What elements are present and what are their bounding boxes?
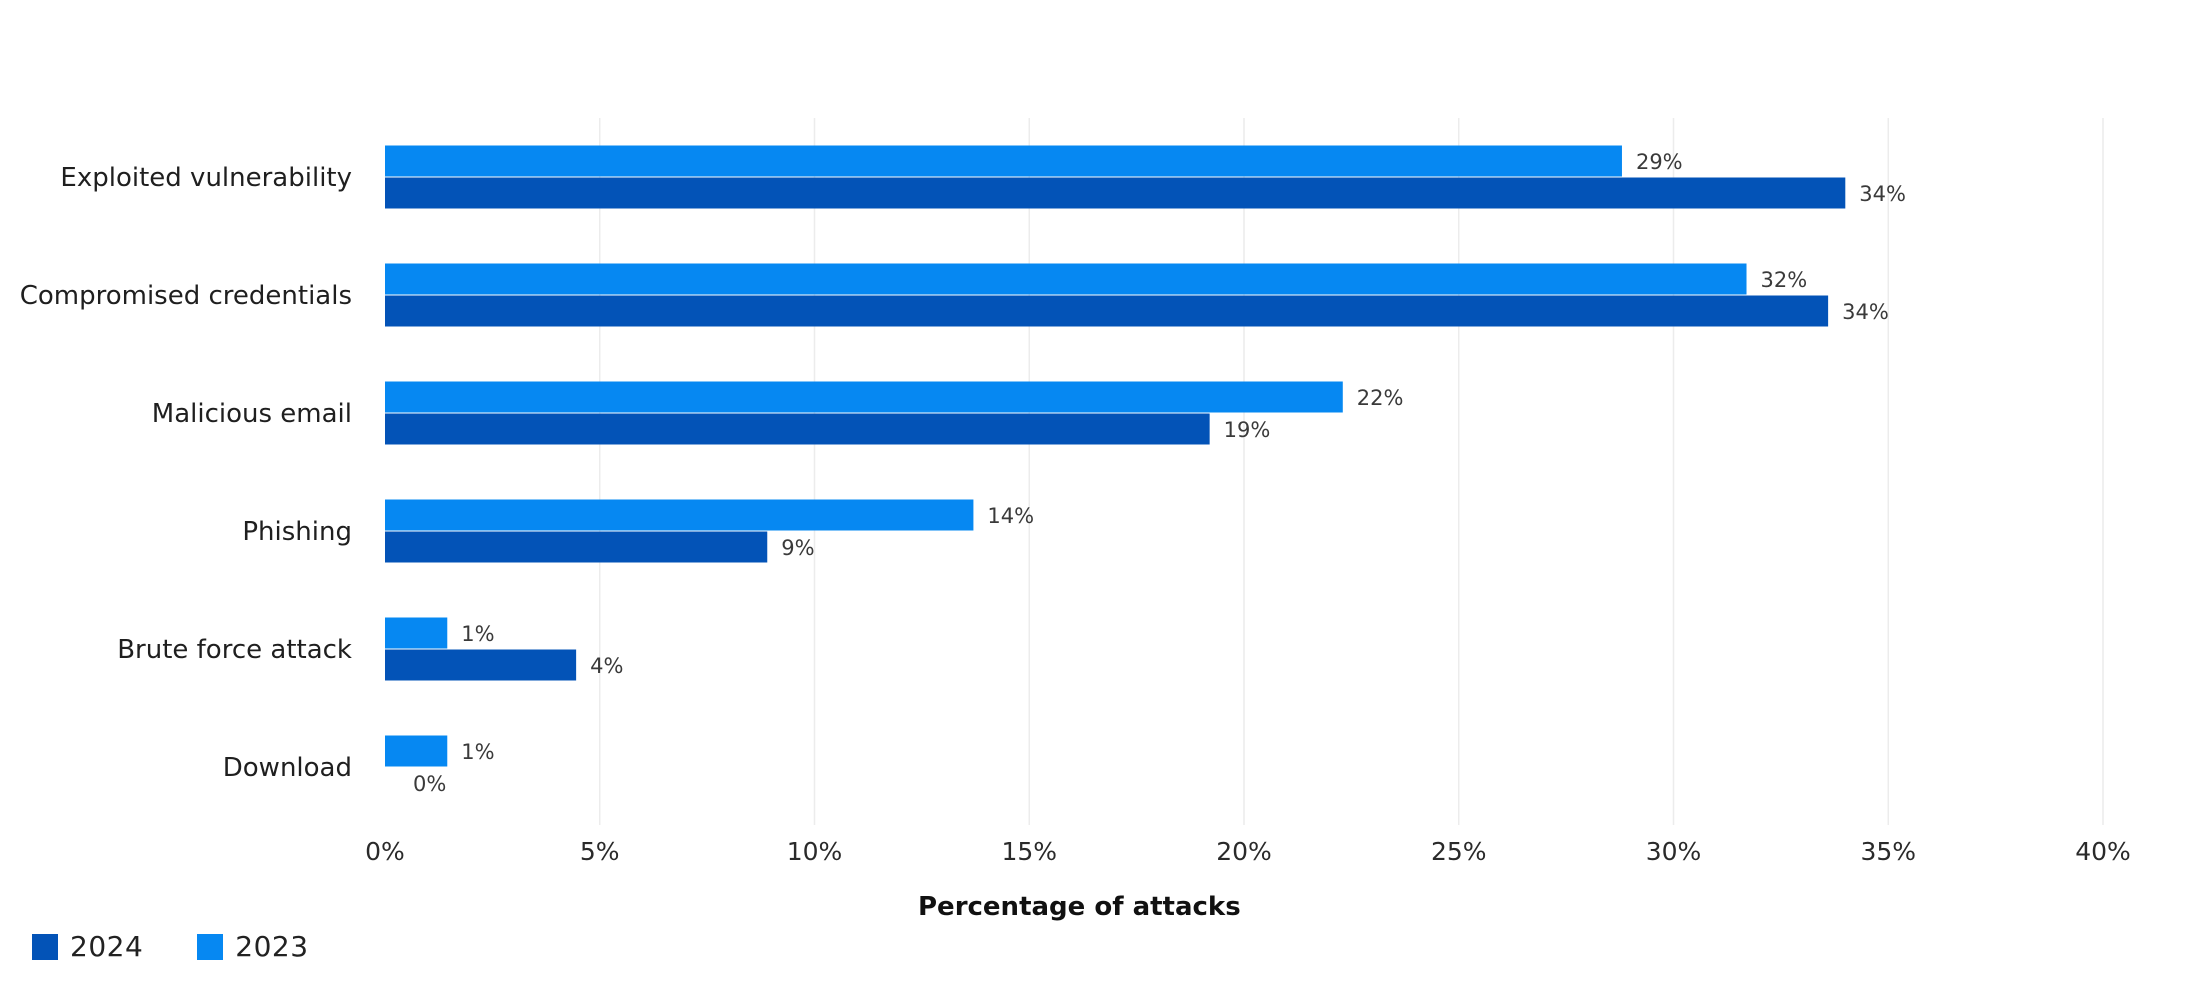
category-label: Brute force attack (117, 635, 352, 665)
bar-2023[interactable] (385, 263, 1747, 295)
bar-2024[interactable] (385, 413, 1210, 445)
data-label-2023: 32% (1761, 268, 1808, 292)
legend-label-2024: 2024 (70, 930, 144, 963)
category-label: Malicious email (152, 399, 352, 429)
bar-2023[interactable] (385, 735, 448, 767)
x-tick-labels: 0% 5% 10% 15% 20% 25% 30% 35% 40% (365, 837, 2131, 866)
data-label-2023: 22% (1357, 386, 1404, 410)
x-axis-title: Percentage of attacks (918, 892, 1241, 922)
legend: 2024 2023 (32, 930, 309, 963)
data-labels: 29% 34% 32% 34% 22% 19% 14% 9% 1% 4% 1% 0% (413, 150, 1906, 796)
gridlines (599, 118, 2104, 825)
category-labels: Exploited vulnerability Compromised crede… (20, 163, 352, 783)
legend-item-2024[interactable]: 2024 (32, 930, 143, 963)
data-label-2024: 0% (413, 772, 446, 796)
legend-item-2023[interactable]: 2023 (197, 930, 308, 963)
legend-swatch-2024 (32, 933, 58, 960)
x-tick-label: 15% (1001, 837, 1057, 866)
x-tick-label: 40% (2075, 837, 2131, 866)
bar-2023[interactable] (385, 617, 448, 649)
data-label-2023: 1% (461, 740, 494, 764)
category-label: Compromised credentials (20, 281, 352, 311)
data-label-2023: 1% (461, 622, 494, 646)
legend-label-2023: 2023 (235, 930, 309, 963)
x-tick-label: 25% (1431, 837, 1487, 866)
legend-swatch-2023 (197, 933, 224, 960)
category-label: Exploited vulnerability (60, 163, 352, 193)
data-label-2023: 29% (1636, 150, 1683, 174)
x-tick-label: 30% (1646, 837, 1702, 866)
category-label: Phishing (242, 517, 352, 547)
data-label-2024: 34% (1859, 182, 1906, 206)
data-label-2023: 14% (987, 504, 1034, 528)
bar-2024[interactable] (385, 177, 1846, 209)
bar-2024[interactable] (385, 531, 768, 563)
bars (385, 145, 1846, 767)
x-tick-label: 5% (580, 837, 620, 866)
bar-2023[interactable] (385, 499, 974, 531)
data-label-2024: 4% (590, 654, 623, 678)
data-label-2024: 19% (1224, 418, 1271, 442)
x-tick-label: 20% (1216, 837, 1272, 866)
bar-2023[interactable] (385, 145, 1622, 177)
data-label-2024: 34% (1842, 300, 1889, 324)
category-label: Download (223, 753, 352, 783)
bar-2023[interactable] (385, 381, 1343, 413)
bar-2024[interactable] (385, 295, 1829, 327)
x-tick-label: 10% (787, 837, 843, 866)
x-tick-label: 35% (1860, 837, 1916, 866)
data-label-2024: 9% (781, 536, 814, 560)
bar-2024[interactable] (385, 649, 577, 681)
x-tick-label: 0% (365, 837, 405, 866)
